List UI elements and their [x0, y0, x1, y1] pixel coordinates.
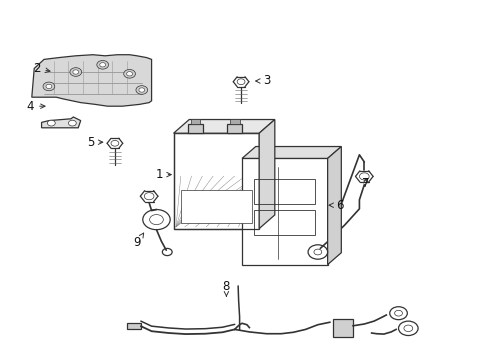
Circle shape: [100, 63, 105, 67]
Circle shape: [73, 70, 79, 74]
Circle shape: [68, 120, 76, 126]
Text: 4: 4: [26, 100, 45, 113]
Bar: [229, 119, 239, 124]
Circle shape: [46, 84, 52, 89]
Bar: [127, 323, 141, 329]
Circle shape: [47, 120, 55, 126]
Text: 6: 6: [328, 199, 343, 212]
Bar: [173, 133, 259, 229]
Bar: [227, 124, 242, 133]
Circle shape: [126, 72, 132, 76]
Text: 9: 9: [133, 233, 143, 249]
Circle shape: [43, 82, 55, 91]
Circle shape: [123, 69, 135, 78]
Circle shape: [139, 88, 144, 92]
Bar: [173, 133, 259, 229]
Polygon shape: [327, 147, 341, 265]
Bar: [254, 210, 315, 235]
Circle shape: [97, 60, 108, 69]
Text: 7: 7: [361, 177, 369, 190]
Bar: [181, 190, 251, 223]
Text: 8: 8: [222, 280, 230, 296]
Bar: [332, 319, 352, 337]
Text: 1: 1: [155, 168, 171, 181]
Polygon shape: [32, 55, 151, 106]
Bar: [254, 179, 315, 204]
Polygon shape: [173, 120, 274, 133]
Polygon shape: [259, 120, 274, 229]
Bar: [190, 119, 200, 124]
Circle shape: [136, 86, 147, 94]
Polygon shape: [242, 147, 341, 158]
Circle shape: [70, 68, 81, 76]
Text: 5: 5: [86, 136, 102, 149]
Text: 2: 2: [33, 62, 50, 75]
Text: 3: 3: [255, 75, 270, 87]
Bar: [188, 124, 203, 133]
Bar: [176, 174, 256, 227]
Polygon shape: [41, 117, 81, 128]
Bar: [242, 158, 327, 265]
